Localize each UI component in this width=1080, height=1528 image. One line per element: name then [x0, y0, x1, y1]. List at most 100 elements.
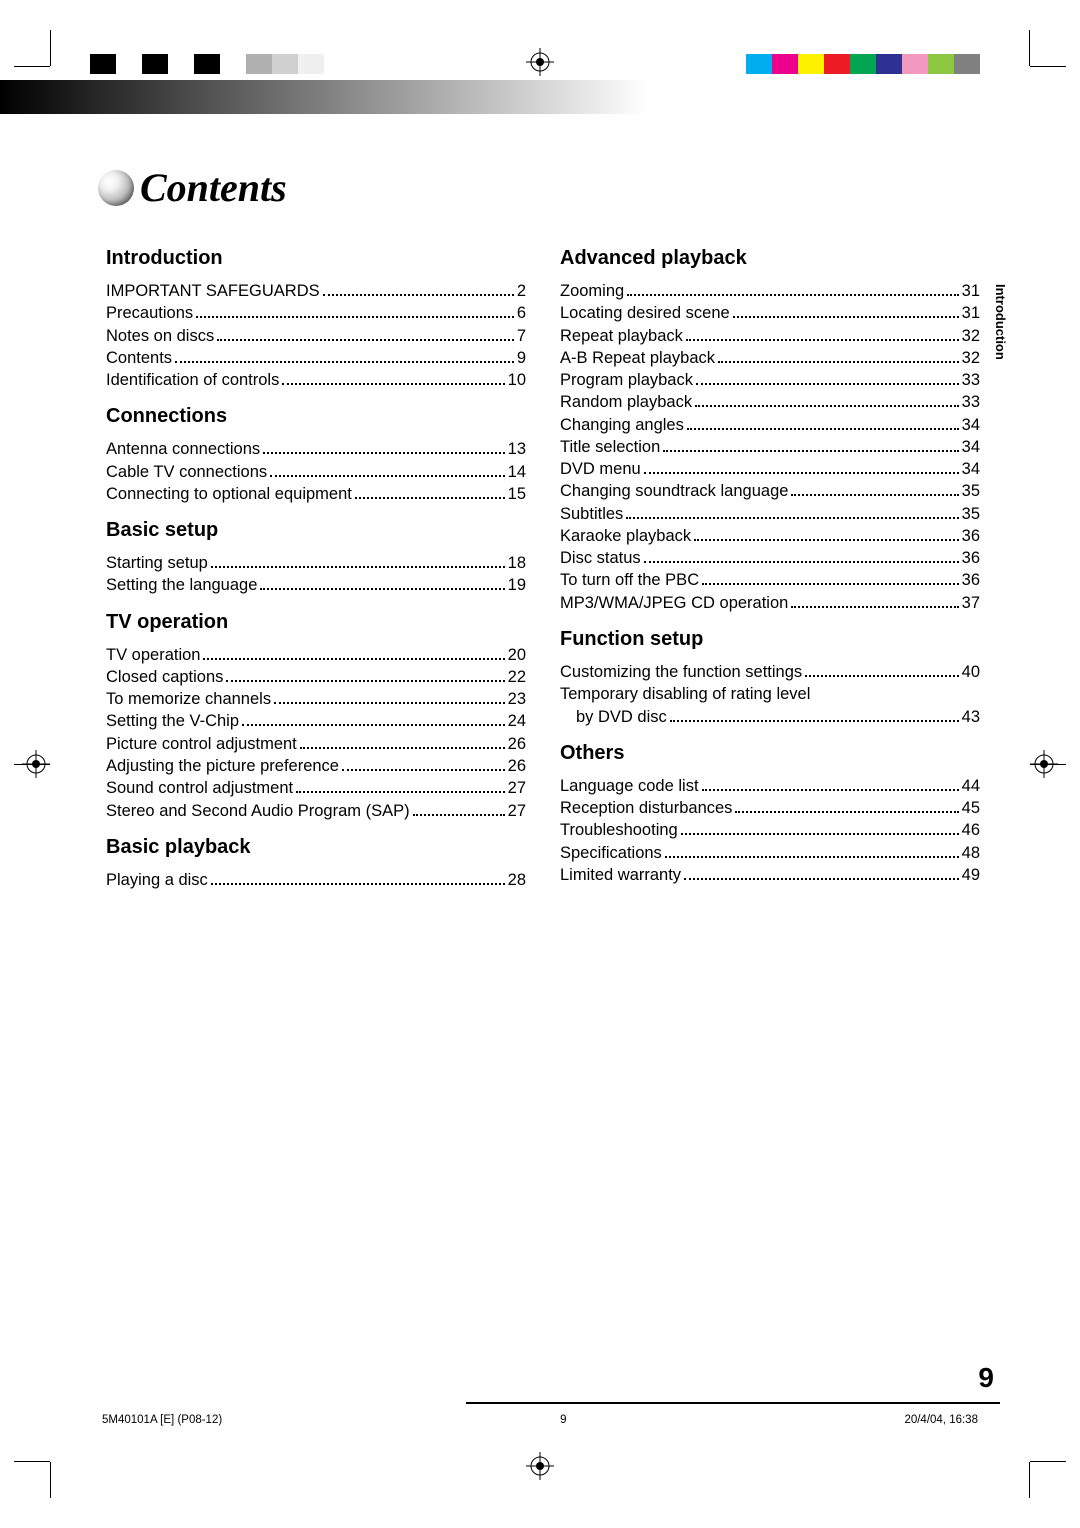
toc-leader-dots	[274, 702, 505, 704]
calibration-swatch	[850, 54, 876, 74]
toc-page: 34	[962, 414, 980, 436]
toc-leader-dots	[791, 494, 958, 496]
toc-label: Identification of controls	[106, 369, 279, 391]
toc-entry: Playing a disc28	[106, 869, 526, 891]
toc-label: Language code list	[560, 775, 699, 797]
crop-mark	[1029, 30, 1030, 66]
toc-entry: Changing angles 34	[560, 414, 980, 436]
section-heading: Others	[560, 742, 980, 765]
toc-page: 13	[508, 438, 526, 460]
toc-entry: Antenna connections 13	[106, 438, 526, 460]
toc-label: Subtitles	[560, 503, 623, 525]
toc-label: Sound control adjustment	[106, 777, 293, 799]
calibration-swatch	[142, 54, 168, 74]
crop-mark	[1030, 1461, 1066, 1462]
toc-label: Setting the V-Chip	[106, 710, 239, 732]
toc-label: Title selection	[560, 436, 660, 458]
toc-page: 33	[962, 391, 980, 413]
section-heading: Introduction	[106, 247, 526, 270]
toc-page: 37	[962, 592, 980, 614]
title-row: Contents	[98, 164, 1000, 211]
toc-entry: Locating desired scene 31	[560, 302, 980, 324]
toc-entry: TV operation 20	[106, 644, 526, 666]
toc-label: Connecting to optional equipment	[106, 483, 352, 505]
toc-page: 36	[962, 547, 980, 569]
toc-leader-dots	[626, 517, 958, 519]
toc-entry: Troubleshooting46	[560, 819, 980, 841]
toc-page: 32	[962, 325, 980, 347]
toc-page: 34	[962, 458, 980, 480]
toc-entry: Random playback33	[560, 391, 980, 413]
toc-entry: To memorize channels23	[106, 688, 526, 710]
calibration-swatch	[272, 54, 298, 74]
calibration-swatch	[194, 54, 220, 74]
toc-label: Antenna connections	[106, 438, 260, 460]
toc-leader-dots	[217, 339, 514, 341]
toc-label: Troubleshooting	[560, 819, 678, 841]
toc-label: Precautions	[106, 302, 193, 324]
toc-label: To turn off the PBC	[560, 569, 699, 591]
calibration-swatch	[220, 54, 246, 74]
toc-label: Locating desired scene	[560, 302, 730, 324]
toc-right-column: Advanced playbackZooming31Locating desir…	[560, 233, 980, 891]
toc-label: Karaoke playback	[560, 525, 691, 547]
toc-entry: Adjusting the picture preference26	[106, 755, 526, 777]
toc-leader-dots	[805, 675, 959, 677]
toc-page: 20	[508, 644, 526, 666]
footer-left: 5M40101A [E] (P08-12)	[102, 1414, 222, 1426]
toc-leader-dots	[300, 747, 505, 749]
toc-label: Changing angles	[560, 414, 684, 436]
toc-leader-dots	[791, 606, 958, 608]
toc-label: Picture control adjustment	[106, 733, 297, 755]
toc-entry: Customizing the function settings40	[560, 661, 980, 683]
toc-page: 27	[508, 777, 526, 799]
toc-leader-dots	[735, 811, 958, 813]
toc-entry: Connecting to optional equipment 15	[106, 483, 526, 505]
toc-page: 35	[962, 503, 980, 525]
toc-entry-cont: by DVD disc43	[560, 706, 980, 728]
toc-label: Temporary disabling of rating level	[560, 683, 810, 705]
toc-label: Contents	[106, 347, 172, 369]
toc-leader-dots	[681, 833, 959, 835]
toc-entry: Notes on discs7	[106, 325, 526, 347]
toc-entry: Language code list44	[560, 775, 980, 797]
toc-label: Repeat playback	[560, 325, 683, 347]
toc-leader-dots	[342, 769, 505, 771]
toc-page: 31	[962, 302, 980, 324]
toc-leader-dots	[242, 724, 505, 726]
toc-label: Disc status	[560, 547, 641, 569]
toc-label: TV operation	[106, 644, 200, 666]
crop-mark	[50, 30, 51, 66]
toc-label: Playing a disc	[106, 869, 208, 891]
toc-entry: Cable TV connections14	[106, 461, 526, 483]
toc-label: Reception disturbances	[560, 797, 732, 819]
toc-entry: A-B Repeat playback32	[560, 347, 980, 369]
toc-leader-dots	[260, 588, 504, 590]
toc-label: Customizing the function settings	[560, 661, 802, 683]
page-number: 9	[978, 1362, 994, 1394]
toc-entry: Temporary disabling of rating level	[560, 683, 980, 705]
toc-entry: Closed captions22	[106, 666, 526, 688]
footer-right: 20/4/04, 16:38	[904, 1414, 978, 1426]
toc-entry: Disc status 36	[560, 547, 980, 569]
print-footer: 5M40101A [E] (P08-12) 9 20/4/04, 16:38	[102, 1414, 978, 1426]
toc-entry: Karaoke playback36	[560, 525, 980, 547]
section-heading: Connections	[106, 405, 526, 428]
toc-label: MP3/WMA/JPEG CD operation	[560, 592, 788, 614]
toc-page: 36	[962, 569, 980, 591]
calibration-swatch	[246, 54, 272, 74]
toc-label: Limited warranty	[560, 864, 681, 886]
toc-entry: Title selection34	[560, 436, 980, 458]
calibration-swatch	[824, 54, 850, 74]
toc-entry: To turn off the PBC 36	[560, 569, 980, 591]
toc-leader-dots	[694, 539, 958, 541]
toc-leader-dots	[296, 791, 505, 793]
toc-page: 15	[508, 483, 526, 505]
toc-leader-dots	[413, 814, 505, 816]
toc-entry: Zooming31	[560, 280, 980, 302]
toc-leader-dots	[696, 383, 959, 385]
toc-entry: Subtitles 35	[560, 503, 980, 525]
registration-mark-icon	[526, 1452, 554, 1480]
toc-label: DVD menu	[560, 458, 641, 480]
sphere-bullet-icon	[98, 170, 134, 206]
